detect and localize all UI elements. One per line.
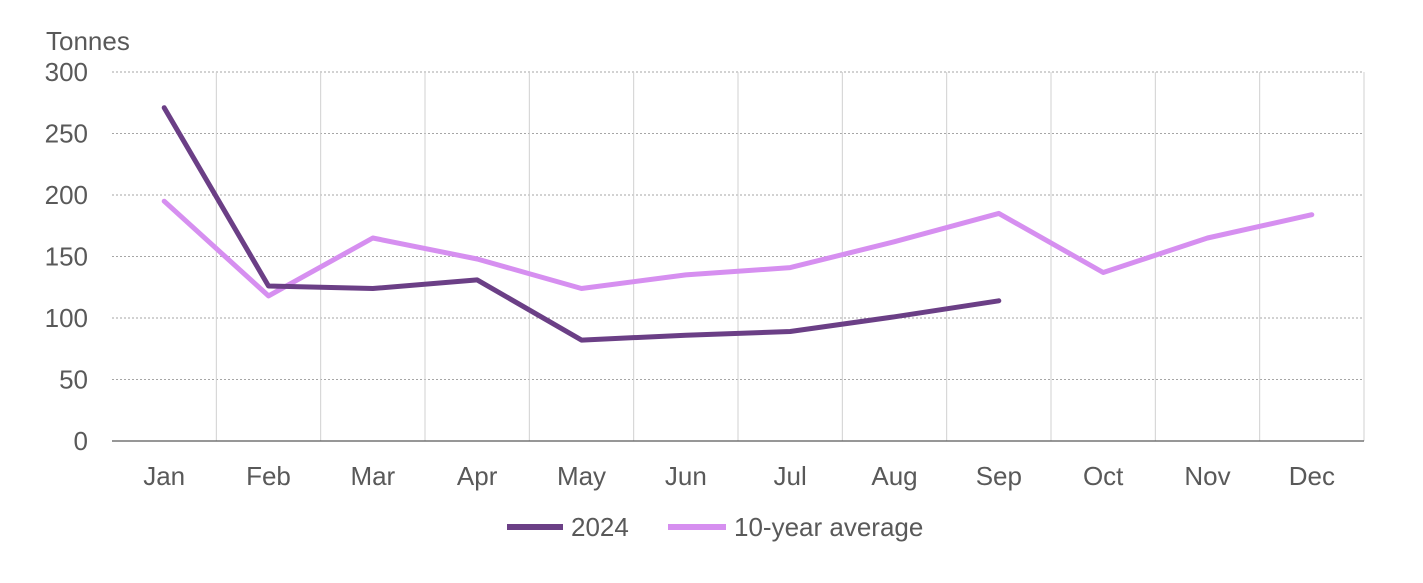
y-tick-label-6: 300 — [45, 57, 88, 87]
legend: 2024 10-year average — [507, 512, 923, 542]
x-tick-label-8: Sep — [976, 461, 1022, 491]
x-tick-label-6: Jul — [774, 461, 807, 491]
y-tick-label-4: 200 — [45, 180, 88, 210]
x-tick-label-11: Dec — [1289, 461, 1335, 491]
x-tick-label-7: Aug — [871, 461, 917, 491]
x-axis-ticks: Jan Feb Mar Apr May Jun Jul Aug Sep Oct Nov Dec — [143, 461, 1335, 491]
series-lines — [161, 105, 1315, 343]
y-tick-label-1: 50 — [59, 365, 88, 395]
x-tick-label-4: May — [557, 461, 606, 491]
gridlines — [112, 71, 1365, 442]
legend-label-1: 10-year average — [734, 512, 923, 542]
legend-label-0: 2024 — [571, 512, 629, 542]
series-line-1 — [161, 198, 1315, 299]
x-tick-label-0: Jan — [143, 461, 185, 491]
y-tick-label-3: 150 — [45, 242, 88, 272]
y-tick-label-0: 0 — [74, 426, 88, 456]
series-line-0 — [161, 105, 1002, 343]
y-axis-title: Tonnes — [46, 26, 130, 56]
x-tick-label-2: Mar — [350, 461, 395, 491]
x-tick-label-10: Nov — [1184, 461, 1230, 491]
x-tick-label-1: Feb — [246, 461, 291, 491]
y-axis-ticks: 0 50 100 150 200 250 300 — [45, 57, 88, 456]
y-tick-label-5: 250 — [45, 119, 88, 149]
x-tick-label-9: Oct — [1083, 461, 1124, 491]
x-tick-label-3: Apr — [457, 461, 498, 491]
y-tick-label-2: 100 — [45, 303, 88, 333]
x-tick-label-5: Jun — [665, 461, 707, 491]
